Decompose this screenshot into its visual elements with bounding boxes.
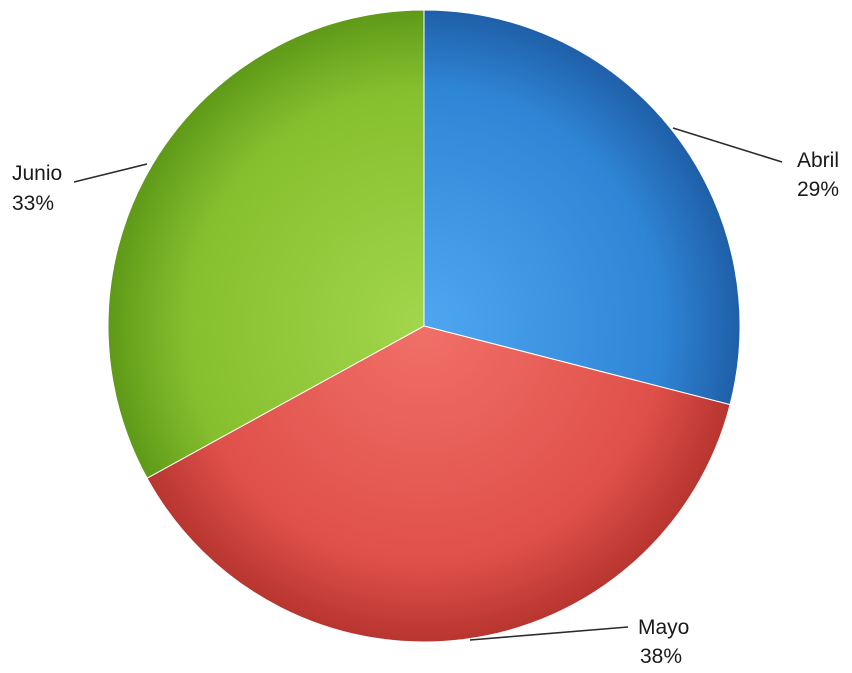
pie-slice-mayo	[146, 325, 731, 643]
slice-label-junio: Junio 33%	[12, 162, 148, 215]
slice-label-mayo: Mayo 38%	[469, 616, 689, 668]
slice-category-abril: Abril	[797, 149, 839, 172]
pie-slice-junio	[107, 9, 425, 479]
slice-percent-abril: 29%	[797, 178, 839, 201]
leader-line-mayo	[469, 626, 629, 641]
slice-label-abril: Abril 29%	[672, 127, 839, 201]
leader-line-junio	[73, 163, 148, 183]
slice-percent-junio: 33%	[12, 192, 54, 215]
slice-percent-mayo: 38%	[640, 645, 682, 668]
slice-category-junio: Junio	[12, 162, 62, 185]
labels-layer: Abril 29% Mayo 38% Junio 33%	[12, 127, 839, 668]
leader-line-abril	[672, 127, 783, 163]
slices-layer	[107, 9, 741, 643]
slice-category-mayo: Mayo	[638, 616, 689, 639]
pie-slice-abril	[423, 9, 741, 406]
